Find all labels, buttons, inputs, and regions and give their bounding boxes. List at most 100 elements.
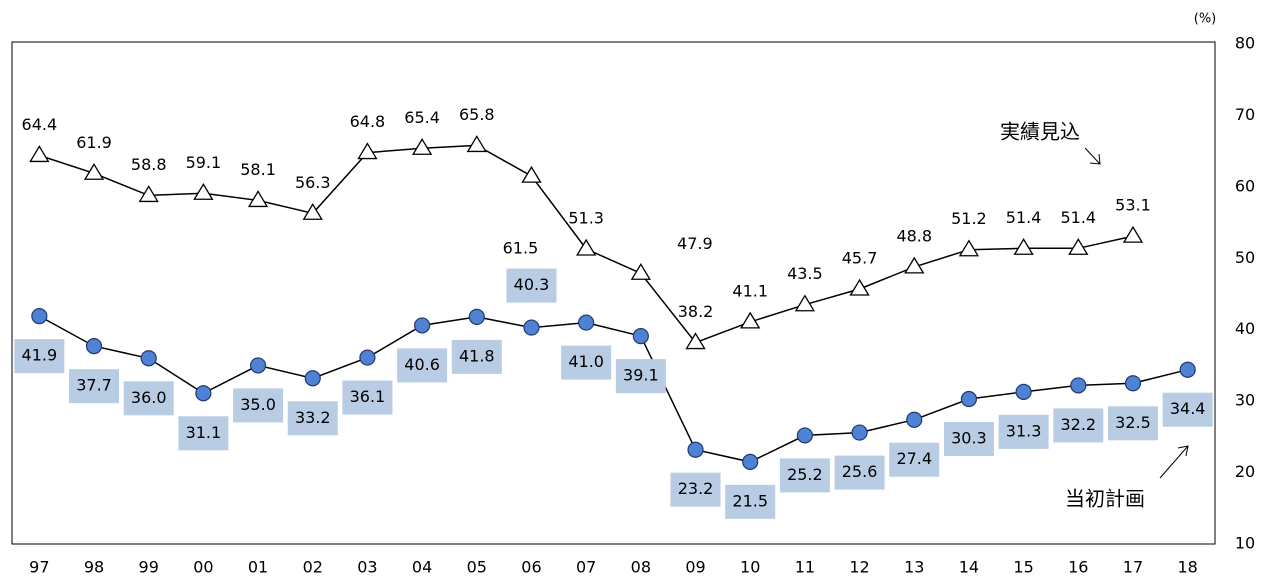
data-label: 59.1 bbox=[186, 153, 222, 172]
triangle-marker bbox=[794, 294, 816, 312]
y-tick-label: 30 bbox=[1235, 391, 1255, 410]
circle-marker bbox=[1179, 361, 1196, 378]
data-label-box bbox=[178, 416, 229, 451]
data-label: 27.4 bbox=[896, 449, 932, 468]
x-tick-label: 15 bbox=[1013, 558, 1033, 577]
x-tick-label: 02 bbox=[303, 558, 323, 577]
circle-marker bbox=[687, 441, 704, 458]
triangle-marker bbox=[138, 185, 159, 203]
triangle-marker bbox=[576, 238, 597, 256]
triangle-marker bbox=[193, 183, 214, 200]
data-label: 31.1 bbox=[186, 423, 222, 442]
y-tick-label: 60 bbox=[1235, 176, 1255, 195]
x-tick-label: 01 bbox=[248, 558, 268, 577]
circle-marker bbox=[85, 338, 103, 355]
data-label-box bbox=[834, 455, 885, 490]
y-tick-label: 80 bbox=[1235, 34, 1255, 53]
triangle-marker bbox=[466, 135, 487, 153]
x-tick-label: 99 bbox=[139, 558, 159, 577]
data-label: 65.4 bbox=[404, 108, 440, 127]
data-label-box bbox=[943, 422, 994, 456]
x-tick-label: 05 bbox=[467, 558, 487, 577]
x-tick-label: 10 bbox=[740, 558, 760, 577]
circle-marker bbox=[195, 385, 212, 402]
circle-marker bbox=[796, 427, 813, 444]
data-label-box bbox=[397, 348, 448, 383]
circle-marker bbox=[578, 314, 595, 331]
data-label-box bbox=[342, 380, 393, 415]
triangle-marker bbox=[1122, 225, 1144, 243]
data-label: 64.4 bbox=[22, 115, 58, 134]
data-label: 61.5 bbox=[503, 239, 539, 258]
circle-marker bbox=[523, 319, 540, 336]
x-tick-label: 11 bbox=[795, 558, 815, 577]
annotation-arrow bbox=[1084, 147, 1101, 165]
data-label: 45.7 bbox=[842, 249, 878, 268]
series-line bbox=[38, 315, 1188, 463]
data-label: 64.8 bbox=[350, 112, 386, 131]
circle-marker bbox=[851, 424, 868, 441]
data-label: 41.0 bbox=[568, 352, 604, 371]
data-label: 41.1 bbox=[732, 281, 768, 300]
circle-marker bbox=[1015, 383, 1032, 400]
y-tick-label: 20 bbox=[1235, 462, 1255, 481]
circle-marker bbox=[359, 349, 376, 366]
triangle-marker bbox=[411, 138, 433, 155]
x-tick-label: 98 bbox=[84, 558, 104, 577]
data-label-box bbox=[287, 401, 338, 436]
data-label: 65.8 bbox=[459, 105, 495, 124]
x-tick-label: 09 bbox=[685, 558, 705, 577]
data-label-box bbox=[998, 414, 1049, 449]
circle-marker bbox=[304, 370, 321, 387]
circle-marker bbox=[742, 453, 759, 470]
data-label: 21.5 bbox=[732, 491, 768, 510]
y-unit: (%) bbox=[1194, 12, 1217, 27]
triangle-marker bbox=[247, 190, 269, 208]
data-label: 51.3 bbox=[568, 209, 604, 228]
circle-marker bbox=[906, 411, 923, 428]
data-label: 53.1 bbox=[1115, 196, 1151, 215]
data-label: 41.8 bbox=[459, 346, 495, 365]
annotation-arrow bbox=[1159, 445, 1189, 479]
triangle-marker bbox=[904, 256, 925, 274]
x-tick-label: 16 bbox=[1068, 558, 1088, 577]
data-label-box bbox=[1107, 406, 1158, 441]
data-label: 47.9 bbox=[677, 234, 713, 253]
y-tick-label: 10 bbox=[1235, 534, 1255, 553]
data-label: 35.0 bbox=[240, 395, 276, 414]
data-label: 25.2 bbox=[787, 465, 823, 484]
data-label-box bbox=[233, 388, 284, 423]
data-label-box bbox=[14, 339, 65, 374]
triangle-marker bbox=[1013, 238, 1034, 255]
data-label: 51.4 bbox=[1060, 208, 1096, 227]
y-tick-label: 40 bbox=[1235, 319, 1255, 338]
triangle-marker bbox=[740, 311, 761, 329]
data-label: 58.8 bbox=[131, 155, 167, 174]
data-label-box bbox=[123, 381, 174, 416]
circle-marker bbox=[632, 328, 649, 345]
data-label: 34.4 bbox=[1170, 399, 1206, 418]
circle-marker bbox=[140, 350, 157, 367]
data-label: 33.2 bbox=[295, 408, 331, 427]
x-tick-label: 03 bbox=[357, 558, 377, 577]
triangle-marker bbox=[849, 278, 870, 296]
x-tick-label: 12 bbox=[849, 558, 869, 577]
x-tick-label: 08 bbox=[631, 558, 651, 577]
x-tick-label: 06 bbox=[521, 558, 541, 577]
triangle-marker bbox=[521, 165, 542, 183]
data-label-box bbox=[561, 345, 612, 380]
circle-marker bbox=[468, 308, 485, 325]
data-label: 40.3 bbox=[514, 275, 550, 294]
data-label: 56.3 bbox=[295, 173, 331, 192]
data-label: 51.4 bbox=[1006, 208, 1042, 227]
data-label: 36.0 bbox=[131, 388, 167, 407]
data-label: 37.7 bbox=[76, 376, 112, 395]
data-label: 58.1 bbox=[240, 160, 276, 179]
data-label: 23.2 bbox=[678, 479, 714, 498]
plot-frame bbox=[11, 41, 1216, 545]
data-label-box bbox=[670, 472, 721, 507]
circle-marker bbox=[1124, 375, 1142, 392]
circle-marker bbox=[414, 317, 431, 334]
data-label-box bbox=[1162, 392, 1213, 427]
